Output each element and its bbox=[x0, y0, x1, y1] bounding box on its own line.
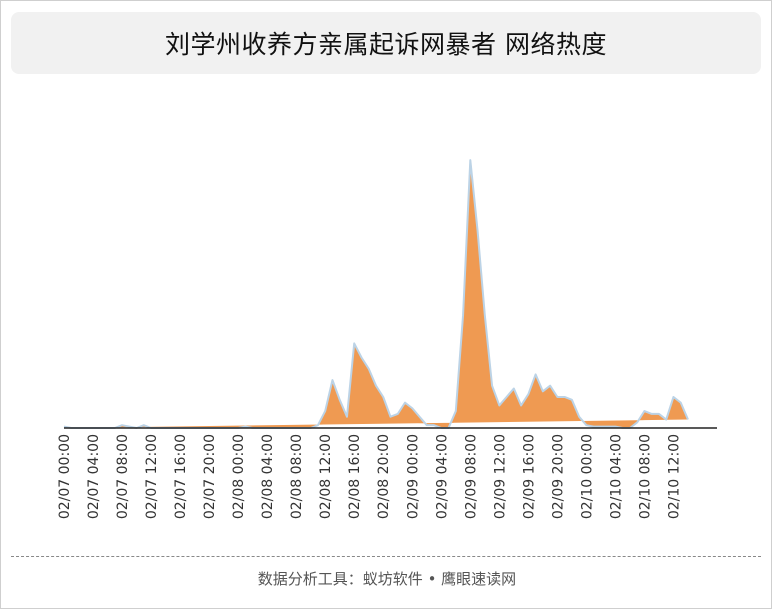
x-tick-label: 02/09 00:00 bbox=[405, 434, 421, 519]
x-tick-label: 02/09 12:00 bbox=[492, 434, 508, 519]
footer-divider bbox=[11, 556, 761, 557]
x-tick-label: 02/08 16:00 bbox=[347, 434, 363, 519]
x-tick-label: 02/07 12:00 bbox=[144, 434, 160, 519]
x-tick-label: 02/10 12:00 bbox=[667, 434, 683, 519]
chart-plot: 02/07 00:00 02/07 04:00 02/07 08:00 02/07 1… bbox=[57, 159, 717, 519]
x-tick-label: 02/08 00:00 bbox=[231, 434, 247, 519]
x-tick-label: 02/07 04:00 bbox=[86, 434, 102, 519]
x-tick-label: 02/10 04:00 bbox=[608, 434, 624, 519]
x-tick-label: 02/08 04:00 bbox=[260, 434, 276, 519]
x-tick-label: 02/09 16:00 bbox=[521, 434, 537, 519]
x-tick-label: 02/08 12:00 bbox=[318, 434, 334, 519]
x-tick-label: 02/10 00:00 bbox=[579, 434, 595, 519]
title-box: 刘学州收养方亲属起诉网暴者 网络热度 bbox=[11, 12, 761, 74]
x-tick-label: 02/07 16:00 bbox=[173, 434, 189, 519]
x-tick-label: 02/07 00:00 bbox=[57, 434, 73, 519]
x-tick-label: 02/07 08:00 bbox=[115, 434, 131, 519]
chart-title: 刘学州收养方亲属起诉网暴者 网络热度 bbox=[165, 30, 607, 59]
x-tick-label: 02/07 20:00 bbox=[202, 434, 218, 519]
x-tick-label: 02/10 08:00 bbox=[637, 434, 653, 519]
x-tick-label: 02/09 04:00 bbox=[434, 434, 450, 519]
footer-credit: 数据分析工具：蚁坊软件 • 鹰眼速读网 bbox=[257, 570, 517, 588]
x-tick-label: 02/08 20:00 bbox=[376, 434, 392, 519]
series-area bbox=[64, 160, 688, 428]
x-tick-label: 02/09 20:00 bbox=[550, 434, 566, 519]
x-tick-label: 02/08 08:00 bbox=[289, 434, 305, 519]
x-tick-label: 02/09 08:00 bbox=[463, 434, 479, 519]
